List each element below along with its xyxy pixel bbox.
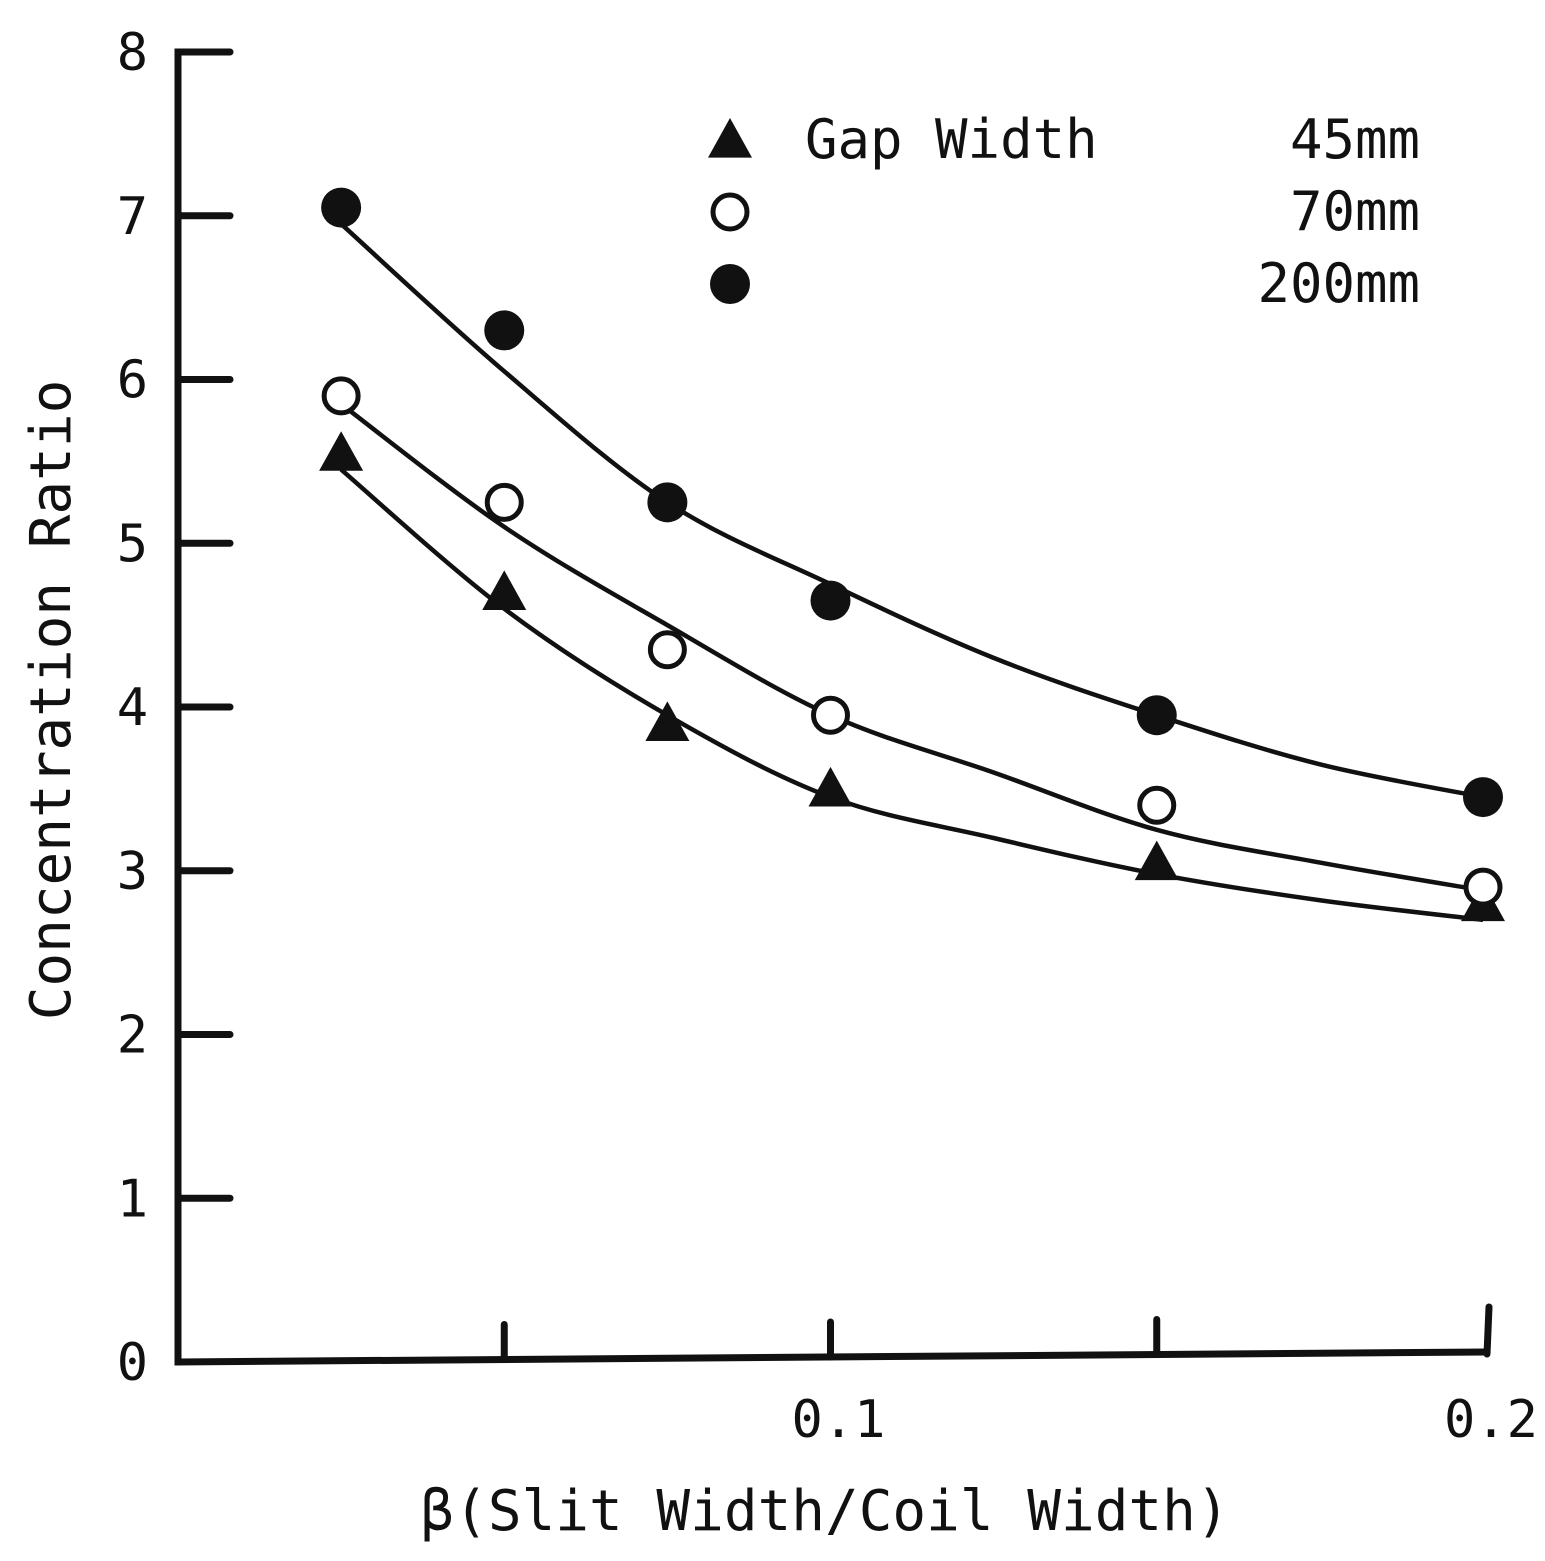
y-tick-label-1: 1: [117, 1169, 148, 1229]
point-70mm-1: [484, 482, 524, 522]
y-tick-label-3: 3: [117, 842, 148, 902]
y-tick-label-4: 4: [117, 678, 148, 738]
fit-curve-70mm: [339, 402, 1484, 893]
point-45mm-1: [482, 570, 527, 610]
y-tick-label-8: 8: [117, 23, 148, 83]
y-tick-label-0: 0: [117, 1333, 148, 1393]
data-markers: [319, 187, 1505, 922]
legend: Gap Width 45mm 70mm 200mm: [708, 108, 1420, 315]
point-70mm-5: [1463, 867, 1503, 907]
point-45mm-2: [645, 701, 690, 741]
legend-label-45mm: 45mm: [1290, 108, 1420, 171]
y-axis-title: Concentration Ratio: [19, 380, 84, 1021]
x-axis-end-tick: [1483, 1303, 1493, 1358]
point-45mm-0: [319, 431, 364, 471]
point-70mm-4: [1137, 785, 1177, 825]
x-tick-label-0.2: 0.2: [1444, 1390, 1538, 1450]
point-70mm-2: [647, 630, 687, 670]
point-200mm-4: [1136, 695, 1177, 736]
legend-label-200mm: 200mm: [1257, 252, 1420, 315]
point-200mm-3: [810, 580, 851, 621]
point-200mm-2: [647, 482, 688, 523]
legend-label-70mm: 70mm: [1290, 180, 1420, 243]
x-axis-title: β(Slit Width/Coil Width): [420, 1479, 1229, 1544]
y-tick-label-7: 7: [117, 187, 148, 247]
y-tick-label-6: 6: [117, 351, 148, 411]
point-70mm-0: [321, 376, 361, 416]
point-45mm-3: [808, 766, 853, 807]
point-45mm-4: [1134, 840, 1179, 881]
point-200mm-0: [321, 187, 362, 228]
axis-labels: 0 1 2 3 4 5 6 7 8 0.1 0.2 β(Slit Width/Coil Width) C…: [19, 23, 1538, 1544]
y-tick-label-5: 5: [117, 514, 148, 574]
point-200mm-5: [1463, 777, 1503, 818]
x-tick-label-0.1: 0.1: [792, 1390, 886, 1450]
legend-marker-45mm: [708, 118, 752, 158]
fit-curve-200mm: [339, 222, 1484, 800]
point-70mm-3: [811, 695, 850, 735]
legend-marker-70mm: [710, 192, 750, 232]
point-200mm-1: [484, 310, 525, 351]
fit-curve-45mm: [339, 467, 1484, 923]
y-tick-label-2: 2: [117, 1006, 148, 1066]
axes: [174, 48, 1493, 1366]
legend-marker-200mm: [710, 264, 750, 304]
fit-curves: [339, 222, 1484, 923]
legend-title: Gap Width: [805, 108, 1098, 171]
